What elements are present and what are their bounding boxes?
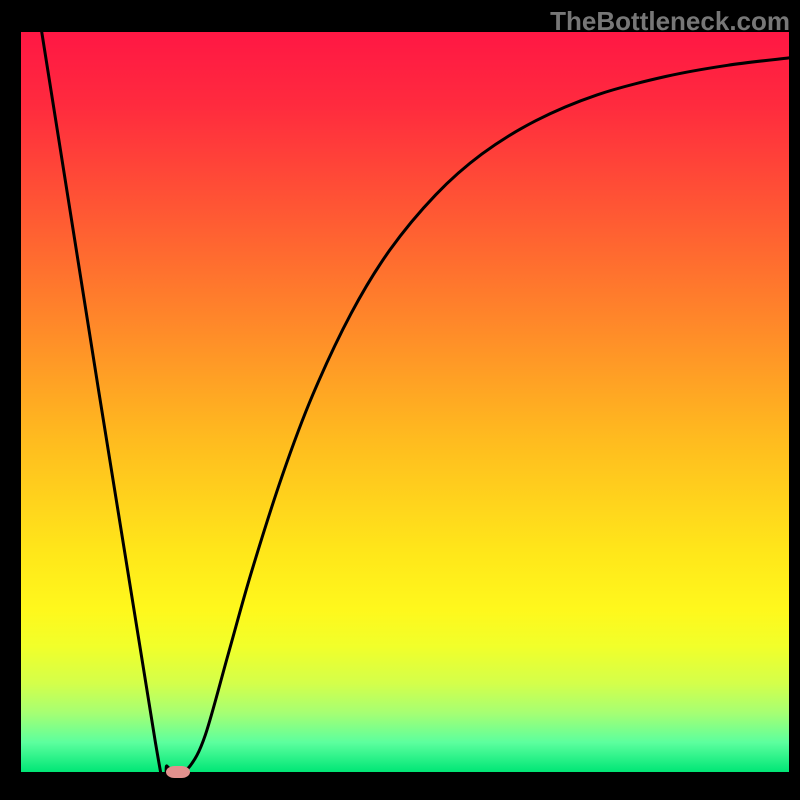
plot-background <box>21 32 789 772</box>
bottleneck-curve <box>42 32 789 800</box>
watermark-text: TheBottleneck.com <box>550 6 790 37</box>
minimum-marker <box>166 766 190 778</box>
chart-svg <box>0 0 800 800</box>
chart-container: { "watermark": { "text": "TheBottleneck.… <box>0 0 800 800</box>
